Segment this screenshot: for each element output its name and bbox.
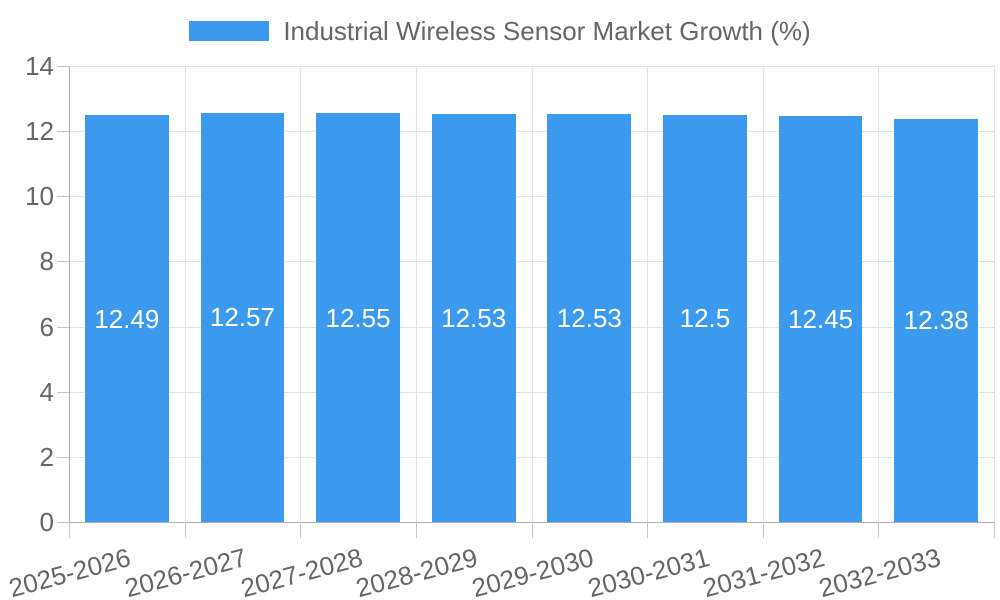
bar[interactable]: 12.38 [894, 118, 979, 522]
y-axis-label: 2 [39, 441, 54, 472]
x-tick [300, 522, 302, 538]
gridline-vertical [531, 66, 533, 522]
y-tick [57, 196, 69, 198]
y-tick [57, 131, 69, 133]
x-axis-label: 2028-2029 [353, 542, 481, 600]
y-tick [57, 456, 69, 458]
bar-value-label: 12.5 [679, 303, 731, 334]
bar[interactable]: 12.57 [200, 112, 285, 522]
bar[interactable]: 12.5 [663, 114, 747, 522]
y-axis-label: 14 [25, 51, 54, 81]
x-tick [878, 522, 880, 538]
y-tick [57, 66, 69, 67]
gridline-vertical [878, 66, 880, 522]
bar-value-label: 12.45 [788, 304, 854, 335]
x-tick [647, 522, 649, 538]
x-axis-label: 2026-2027 [121, 542, 250, 600]
gridline-vertical [762, 66, 764, 522]
x-tick [184, 522, 186, 538]
chart-legend[interactable]: Industrial Wireless Sensor Market Growth… [0, 18, 1000, 44]
y-tick [57, 326, 69, 328]
x-tick [69, 522, 70, 538]
x-axis-label: 2025-2026 [6, 542, 135, 600]
bar-value-label: 12.55 [325, 302, 391, 333]
y-tick [57, 391, 69, 393]
gridline-vertical [415, 66, 417, 522]
x-axis-label: 2030-2031 [584, 542, 713, 600]
y-axis-line [69, 66, 70, 538]
gridline-vertical [300, 66, 302, 522]
x-axis-label: 2027-2028 [237, 542, 366, 600]
legend-label: Industrial Wireless Sensor Market Growth… [283, 16, 811, 46]
gridline-vertical [994, 66, 995, 522]
y-axis-label: 4 [39, 376, 54, 407]
x-axis-label: 2032-2033 [815, 542, 944, 600]
bar[interactable]: 12.53 [547, 113, 632, 522]
x-tick [994, 522, 995, 538]
bar[interactable]: 12.49 [84, 115, 169, 522]
x-tick [415, 522, 417, 538]
y-tick [57, 261, 69, 263]
y-tick [57, 522, 69, 523]
bar-value-label: 12.49 [94, 303, 160, 334]
y-axis-label: 0 [39, 507, 54, 537]
x-tick [762, 522, 764, 538]
legend-swatch [189, 21, 270, 41]
bar[interactable]: 12.53 [431, 113, 516, 522]
gridline-vertical [184, 66, 186, 522]
gridline-vertical [647, 66, 649, 522]
y-axis-label: 10 [25, 181, 54, 212]
bar-value-label: 12.38 [903, 305, 969, 336]
y-axis-label: 8 [39, 246, 54, 277]
x-tick [531, 522, 533, 538]
y-axis-label: 12 [25, 116, 54, 147]
x-axis-label: 2031-2032 [699, 542, 828, 600]
y-axis-label: 6 [39, 311, 54, 342]
bar-value-label: 12.53 [441, 302, 507, 333]
x-axis-label: 2029-2030 [468, 542, 597, 600]
bar[interactable]: 12.45 [778, 116, 863, 522]
bar-value-label: 12.53 [556, 302, 622, 333]
bar-value-label: 12.57 [209, 302, 275, 333]
bar[interactable]: 12.55 [316, 113, 400, 522]
